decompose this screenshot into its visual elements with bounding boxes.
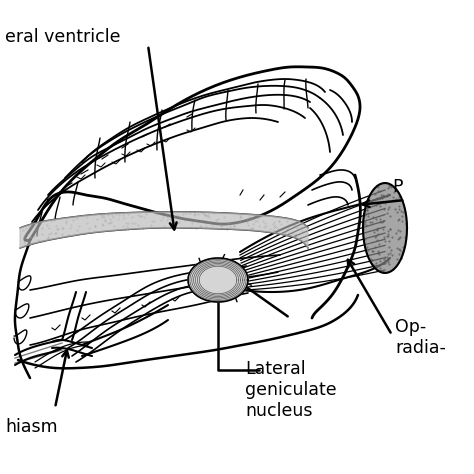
Polygon shape xyxy=(20,212,308,248)
Polygon shape xyxy=(363,183,407,273)
Text: hiasm: hiasm xyxy=(5,418,58,436)
Text: Op-
radia-: Op- radia- xyxy=(395,318,446,357)
Polygon shape xyxy=(188,258,248,302)
Text: P: P xyxy=(392,178,402,196)
Text: Lateral
geniculate
nucleus: Lateral geniculate nucleus xyxy=(245,360,337,419)
Text: eral ventricle: eral ventricle xyxy=(5,28,120,46)
